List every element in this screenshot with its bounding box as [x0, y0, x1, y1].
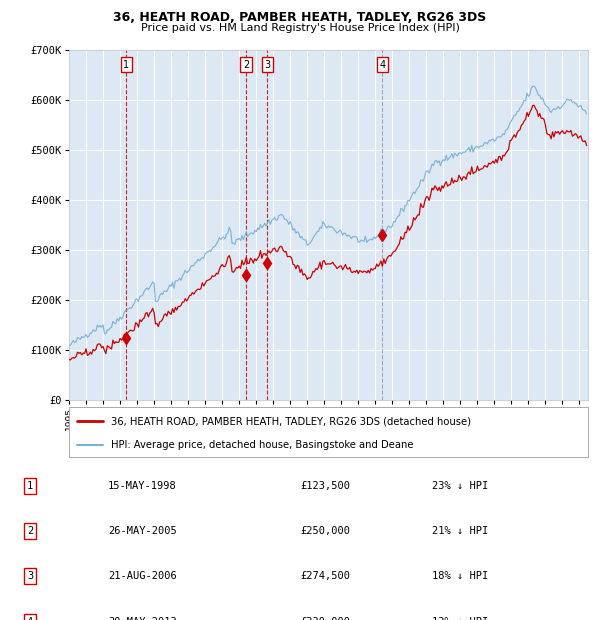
Text: Price paid vs. HM Land Registry's House Price Index (HPI): Price paid vs. HM Land Registry's House … — [140, 23, 460, 33]
Text: 1: 1 — [27, 480, 33, 491]
Text: £330,000: £330,000 — [300, 616, 350, 620]
Text: 21-AUG-2006: 21-AUG-2006 — [108, 571, 177, 582]
Text: 23% ↓ HPI: 23% ↓ HPI — [432, 480, 488, 491]
Text: 3: 3 — [264, 60, 270, 69]
Text: 26-MAY-2005: 26-MAY-2005 — [108, 526, 177, 536]
Text: £123,500: £123,500 — [300, 480, 350, 491]
Text: 13% ↓ HPI: 13% ↓ HPI — [432, 616, 488, 620]
Text: £250,000: £250,000 — [300, 526, 350, 536]
Text: 4: 4 — [379, 60, 385, 69]
Text: 2: 2 — [243, 60, 249, 69]
Text: 18% ↓ HPI: 18% ↓ HPI — [432, 571, 488, 582]
Text: 30-MAY-2013: 30-MAY-2013 — [108, 616, 177, 620]
Text: HPI: Average price, detached house, Basingstoke and Deane: HPI: Average price, detached house, Basi… — [110, 440, 413, 450]
Text: 15-MAY-1998: 15-MAY-1998 — [108, 480, 177, 491]
Text: 3: 3 — [27, 571, 33, 582]
Text: 36, HEATH ROAD, PAMBER HEATH, TADLEY, RG26 3DS (detached house): 36, HEATH ROAD, PAMBER HEATH, TADLEY, RG… — [110, 416, 470, 426]
Text: 2: 2 — [27, 526, 33, 536]
Text: 1: 1 — [123, 60, 130, 69]
Text: 36, HEATH ROAD, PAMBER HEATH, TADLEY, RG26 3DS: 36, HEATH ROAD, PAMBER HEATH, TADLEY, RG… — [113, 11, 487, 24]
Text: 4: 4 — [27, 616, 33, 620]
Text: £274,500: £274,500 — [300, 571, 350, 582]
Text: 21% ↓ HPI: 21% ↓ HPI — [432, 526, 488, 536]
